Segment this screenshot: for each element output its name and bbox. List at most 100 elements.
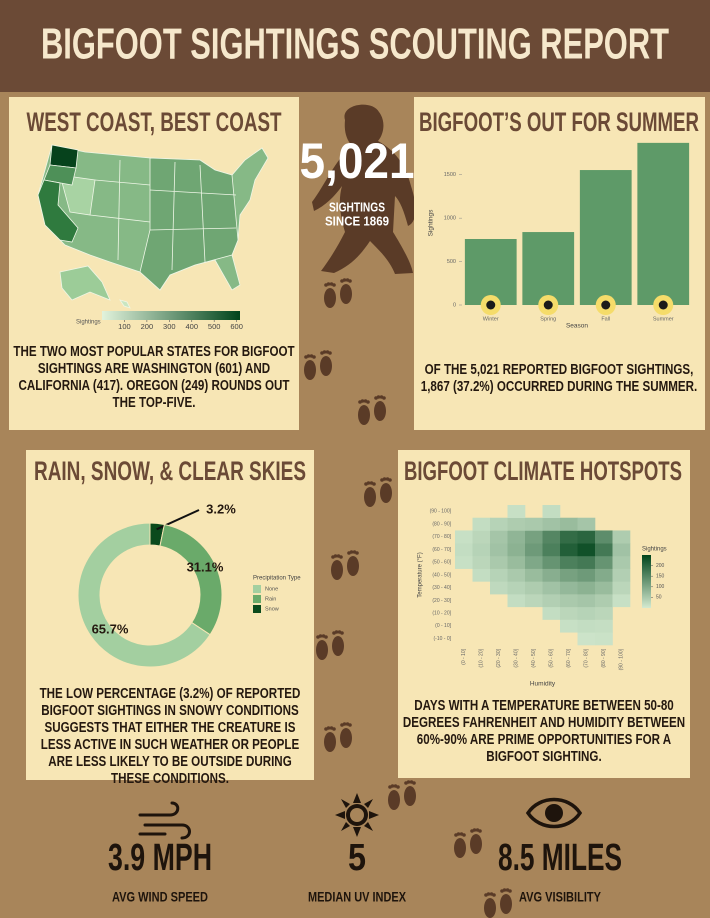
heat-cell — [525, 594, 543, 608]
colorbar-tick-label: 100 — [656, 584, 665, 590]
page-title: BIGFOOT SIGHTINGS SCOUTING REPORT — [41, 20, 669, 69]
y-tick-label: 500 — [447, 259, 456, 265]
footprint-toe — [324, 635, 328, 639]
heat-cell — [577, 555, 596, 569]
footprint-toe — [406, 780, 411, 784]
season-icon-glyph — [486, 300, 496, 310]
heat-cell — [595, 581, 613, 595]
footprint-toe — [326, 282, 331, 286]
y-tick-label: (20 - 30] — [432, 598, 451, 604]
bigfoot-silhouette — [312, 104, 416, 274]
footprint — [332, 636, 344, 656]
heat-cell — [490, 543, 508, 557]
heat-cell — [525, 530, 543, 544]
heat-cell — [577, 568, 596, 582]
footprint-toe — [412, 781, 416, 785]
x-tick-label: (50 - 60] — [549, 648, 555, 667]
map-hawaii — [119, 299, 131, 309]
footprint-toe — [390, 784, 395, 788]
x-axis-label: Humidity — [530, 681, 556, 688]
x-tick-label: (90 - 100] — [619, 648, 625, 670]
footprint-toe — [348, 279, 352, 283]
x-tick-label: Summer — [653, 316, 674, 322]
heat-cell — [595, 619, 613, 633]
footprint — [364, 487, 376, 507]
heat-cell — [507, 517, 526, 531]
heat-cell — [595, 594, 613, 608]
caption: The low percentage (3.2%) of reported Bi… — [39, 686, 301, 787]
x-tick-label: Fall — [601, 316, 610, 322]
y-tick-label: (90 - 100] — [430, 509, 452, 515]
heat-cell — [577, 581, 596, 595]
heat-cell — [560, 530, 578, 544]
bar — [464, 239, 517, 305]
map-state — [37, 179, 79, 243]
heat-cell — [542, 581, 561, 595]
footprint — [340, 728, 352, 748]
heat-cell — [525, 555, 543, 569]
heat-cell — [577, 530, 596, 544]
x-tick-label: (10 - 20] — [479, 648, 485, 667]
footprint — [324, 732, 336, 752]
footprint-toe — [388, 478, 392, 482]
heat-cell — [507, 530, 526, 544]
y-axis-label: Temperature (°F) — [418, 552, 424, 597]
heat-cell — [595, 530, 613, 544]
heat-cell — [525, 568, 543, 582]
heat-cell — [542, 568, 561, 582]
footprint — [320, 356, 332, 376]
panel-title: BIGFOOT’S OUT FOR SUMMER — [419, 107, 699, 137]
footprint-toe — [326, 726, 331, 730]
footprint-toe — [306, 354, 311, 358]
total-label: SINCE 1869 — [325, 213, 389, 228]
map-borders — [89, 159, 237, 271]
bar — [579, 170, 632, 305]
stat-value: 3.9 MPH — [108, 837, 212, 879]
footprint — [316, 640, 328, 660]
heat-cell — [542, 594, 561, 608]
y-tick-label: 1000 — [444, 216, 456, 222]
footprint — [331, 560, 343, 580]
footprint-toe — [360, 399, 365, 403]
y-tick-label: 1500 — [444, 172, 456, 178]
footprint-toe — [332, 283, 336, 287]
footprint-toe — [333, 554, 338, 558]
heat-cell — [612, 530, 631, 544]
footprint-toe — [328, 351, 332, 355]
heat-cell — [490, 581, 508, 595]
heat-cell — [560, 619, 578, 633]
legend-label: None — [265, 586, 278, 592]
footprint-toe — [508, 889, 512, 893]
season-icon-glyph — [543, 300, 553, 310]
colorbar-tick-label: 600 — [230, 322, 243, 331]
footprint — [380, 483, 392, 503]
heat-cell — [612, 594, 631, 608]
heat-cell — [577, 517, 596, 531]
footprint-toe — [334, 630, 339, 634]
x-tick-label: (20 - 30] — [496, 648, 502, 667]
footprint — [484, 898, 496, 918]
footprint — [470, 834, 482, 854]
heat-cell — [612, 555, 631, 569]
season-icon-glyph — [658, 300, 668, 310]
footprint-toe — [312, 355, 316, 359]
colorbar-tick-label: 150 — [656, 574, 665, 580]
legend-label: Snow — [265, 606, 279, 612]
heat-cell — [472, 555, 491, 569]
colorbar-tick-label: 200 — [141, 322, 154, 331]
heat-cell — [507, 505, 526, 519]
y-tick-label: (10 - 20] — [432, 611, 451, 617]
footprint — [388, 790, 400, 810]
y-tick-label: (50 - 60] — [432, 560, 451, 566]
colorbar-tick-label: 500 — [208, 322, 221, 331]
bar — [522, 232, 575, 305]
legend-swatch — [253, 585, 261, 593]
footprint-toe — [339, 555, 343, 559]
x-tick-label: (0 - 10] — [461, 648, 467, 664]
season-icon-glyph — [601, 300, 611, 310]
heat-cell — [612, 581, 631, 595]
footprint-toe — [502, 888, 507, 892]
heat-cell — [455, 555, 473, 569]
heat-cell — [472, 568, 491, 582]
heat-cell — [595, 555, 613, 569]
